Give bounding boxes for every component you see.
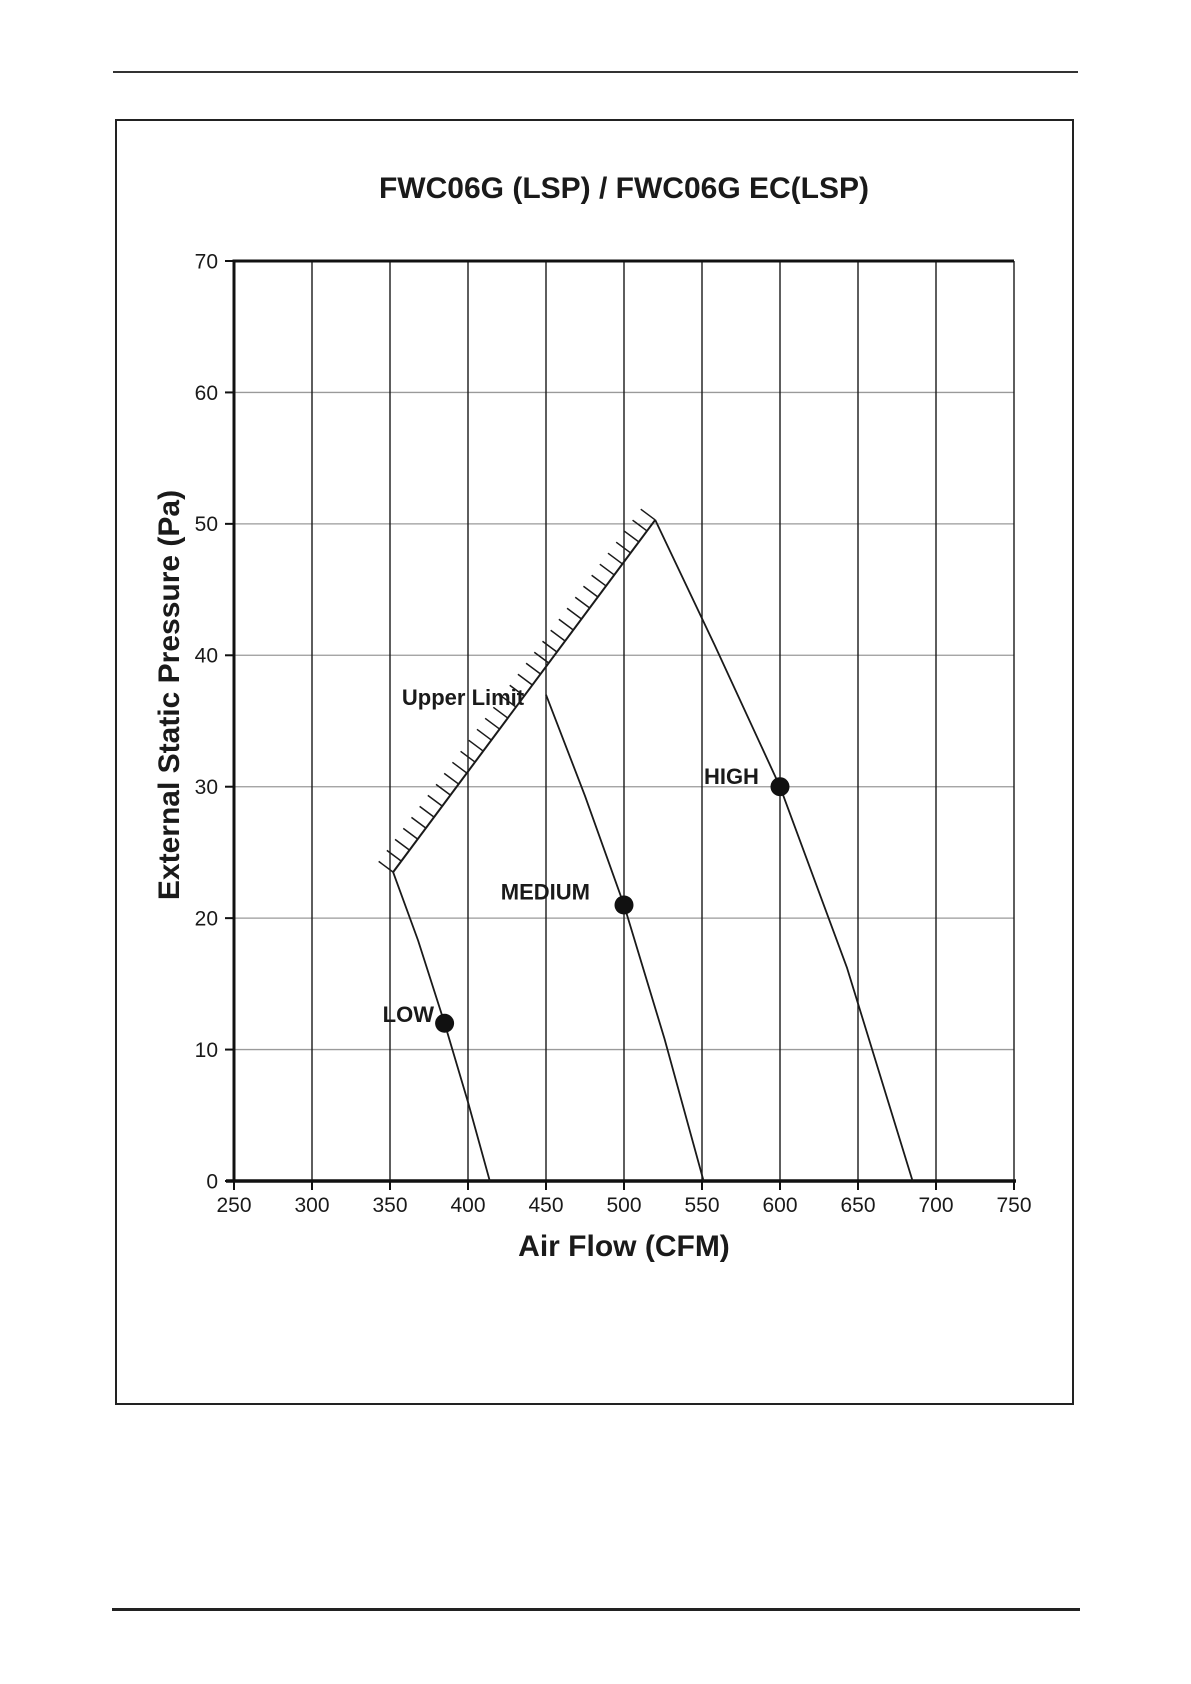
- annotation-low: LOW: [383, 1002, 435, 1027]
- upper-limit-hatch: [394, 838, 410, 851]
- marker-high: [770, 777, 790, 797]
- upper-limit-hatch: [525, 662, 541, 675]
- x-tick-label: 750: [996, 1194, 1031, 1217]
- upper-limit-hatch: [378, 860, 394, 873]
- upper-limit-hatch: [501, 695, 517, 708]
- x-tick-label: 600: [762, 1194, 797, 1217]
- y-tick-label: 50: [195, 513, 218, 536]
- upper-limit-hatch: [574, 596, 591, 609]
- upper-limit-hatch: [419, 805, 435, 818]
- x-tick-label: 350: [372, 1194, 407, 1217]
- x-tick-label: 550: [684, 1194, 719, 1217]
- upper-limit-hatch: [451, 761, 468, 774]
- y-tick-label: 60: [195, 382, 218, 405]
- figure-border: [115, 119, 1074, 1405]
- x-tick-label: 250: [216, 1194, 251, 1217]
- upper-limit-hatch: [492, 706, 509, 719]
- upper-limit-hatch: [402, 827, 419, 840]
- upper-limit-hatch: [410, 816, 427, 829]
- chart-title: FWC06G (LSP) / FWC06G EC(LSP): [378, 172, 870, 205]
- upper-limit-hatch: [468, 739, 484, 752]
- y-tick-label: 20: [195, 907, 218, 930]
- y-tick-label: 30: [195, 776, 218, 799]
- y-tick-label: 10: [195, 1039, 218, 1062]
- upper-limit-hatch: [558, 618, 574, 631]
- x-tick-label: 450: [528, 1194, 563, 1217]
- upper-limit-hatch: [582, 585, 599, 598]
- marker-low: [435, 1013, 455, 1033]
- upper-limit-hatch: [591, 574, 607, 587]
- upper-limit-hatch: [599, 563, 615, 576]
- top-rule: [113, 71, 1078, 73]
- y-tick-label: 70: [195, 250, 218, 273]
- upper-limit-hatch: [386, 849, 402, 862]
- upper-limit-hatch: [640, 508, 656, 521]
- upper-limit-hatch: [566, 607, 582, 620]
- x-tick-label: 500: [606, 1194, 641, 1217]
- annotation-high: HIGH: [704, 764, 759, 789]
- x-tick-label: 650: [840, 1194, 875, 1217]
- series-curve-high: [654, 519, 914, 1182]
- upper-limit-hatch: [476, 728, 492, 741]
- upper-limit-hatch: [615, 541, 632, 554]
- upper-limit-hatch: [484, 717, 501, 730]
- upper-limit-hatch: [427, 794, 443, 807]
- x-tick-label: 400: [450, 1194, 485, 1217]
- series-curve-medium: [545, 694, 705, 1182]
- upper-limit-hatch: [435, 783, 451, 796]
- x-axis-title: Air Flow (CFM): [518, 1230, 730, 1263]
- upper-limit-hatch: [460, 750, 476, 763]
- upper-limit-hatch: [542, 640, 558, 653]
- y-tick-label: 40: [195, 645, 218, 668]
- x-tick-label: 700: [918, 1194, 953, 1217]
- upper-limit-line: [392, 519, 657, 873]
- annotation-medium: MEDIUM: [501, 880, 590, 905]
- upper-limit-hatch: [623, 530, 640, 543]
- upper-limit-hatch: [509, 684, 525, 697]
- upper-limit-hatch: [607, 552, 623, 565]
- bottom-rule: [112, 1608, 1080, 1611]
- upper-limit-hatch: [533, 651, 550, 664]
- y-tick-label: 0: [206, 1170, 218, 1193]
- upper-limit-hatch: [517, 673, 533, 686]
- marker-medium: [614, 895, 634, 915]
- upper-limit-hatch: [550, 629, 566, 642]
- annotation-upper-limit: Upper Limit: [402, 685, 525, 710]
- x-tick-label: 300: [294, 1194, 329, 1217]
- upper-limit-hatch: [632, 519, 648, 532]
- upper-limit-hatch: [443, 772, 460, 785]
